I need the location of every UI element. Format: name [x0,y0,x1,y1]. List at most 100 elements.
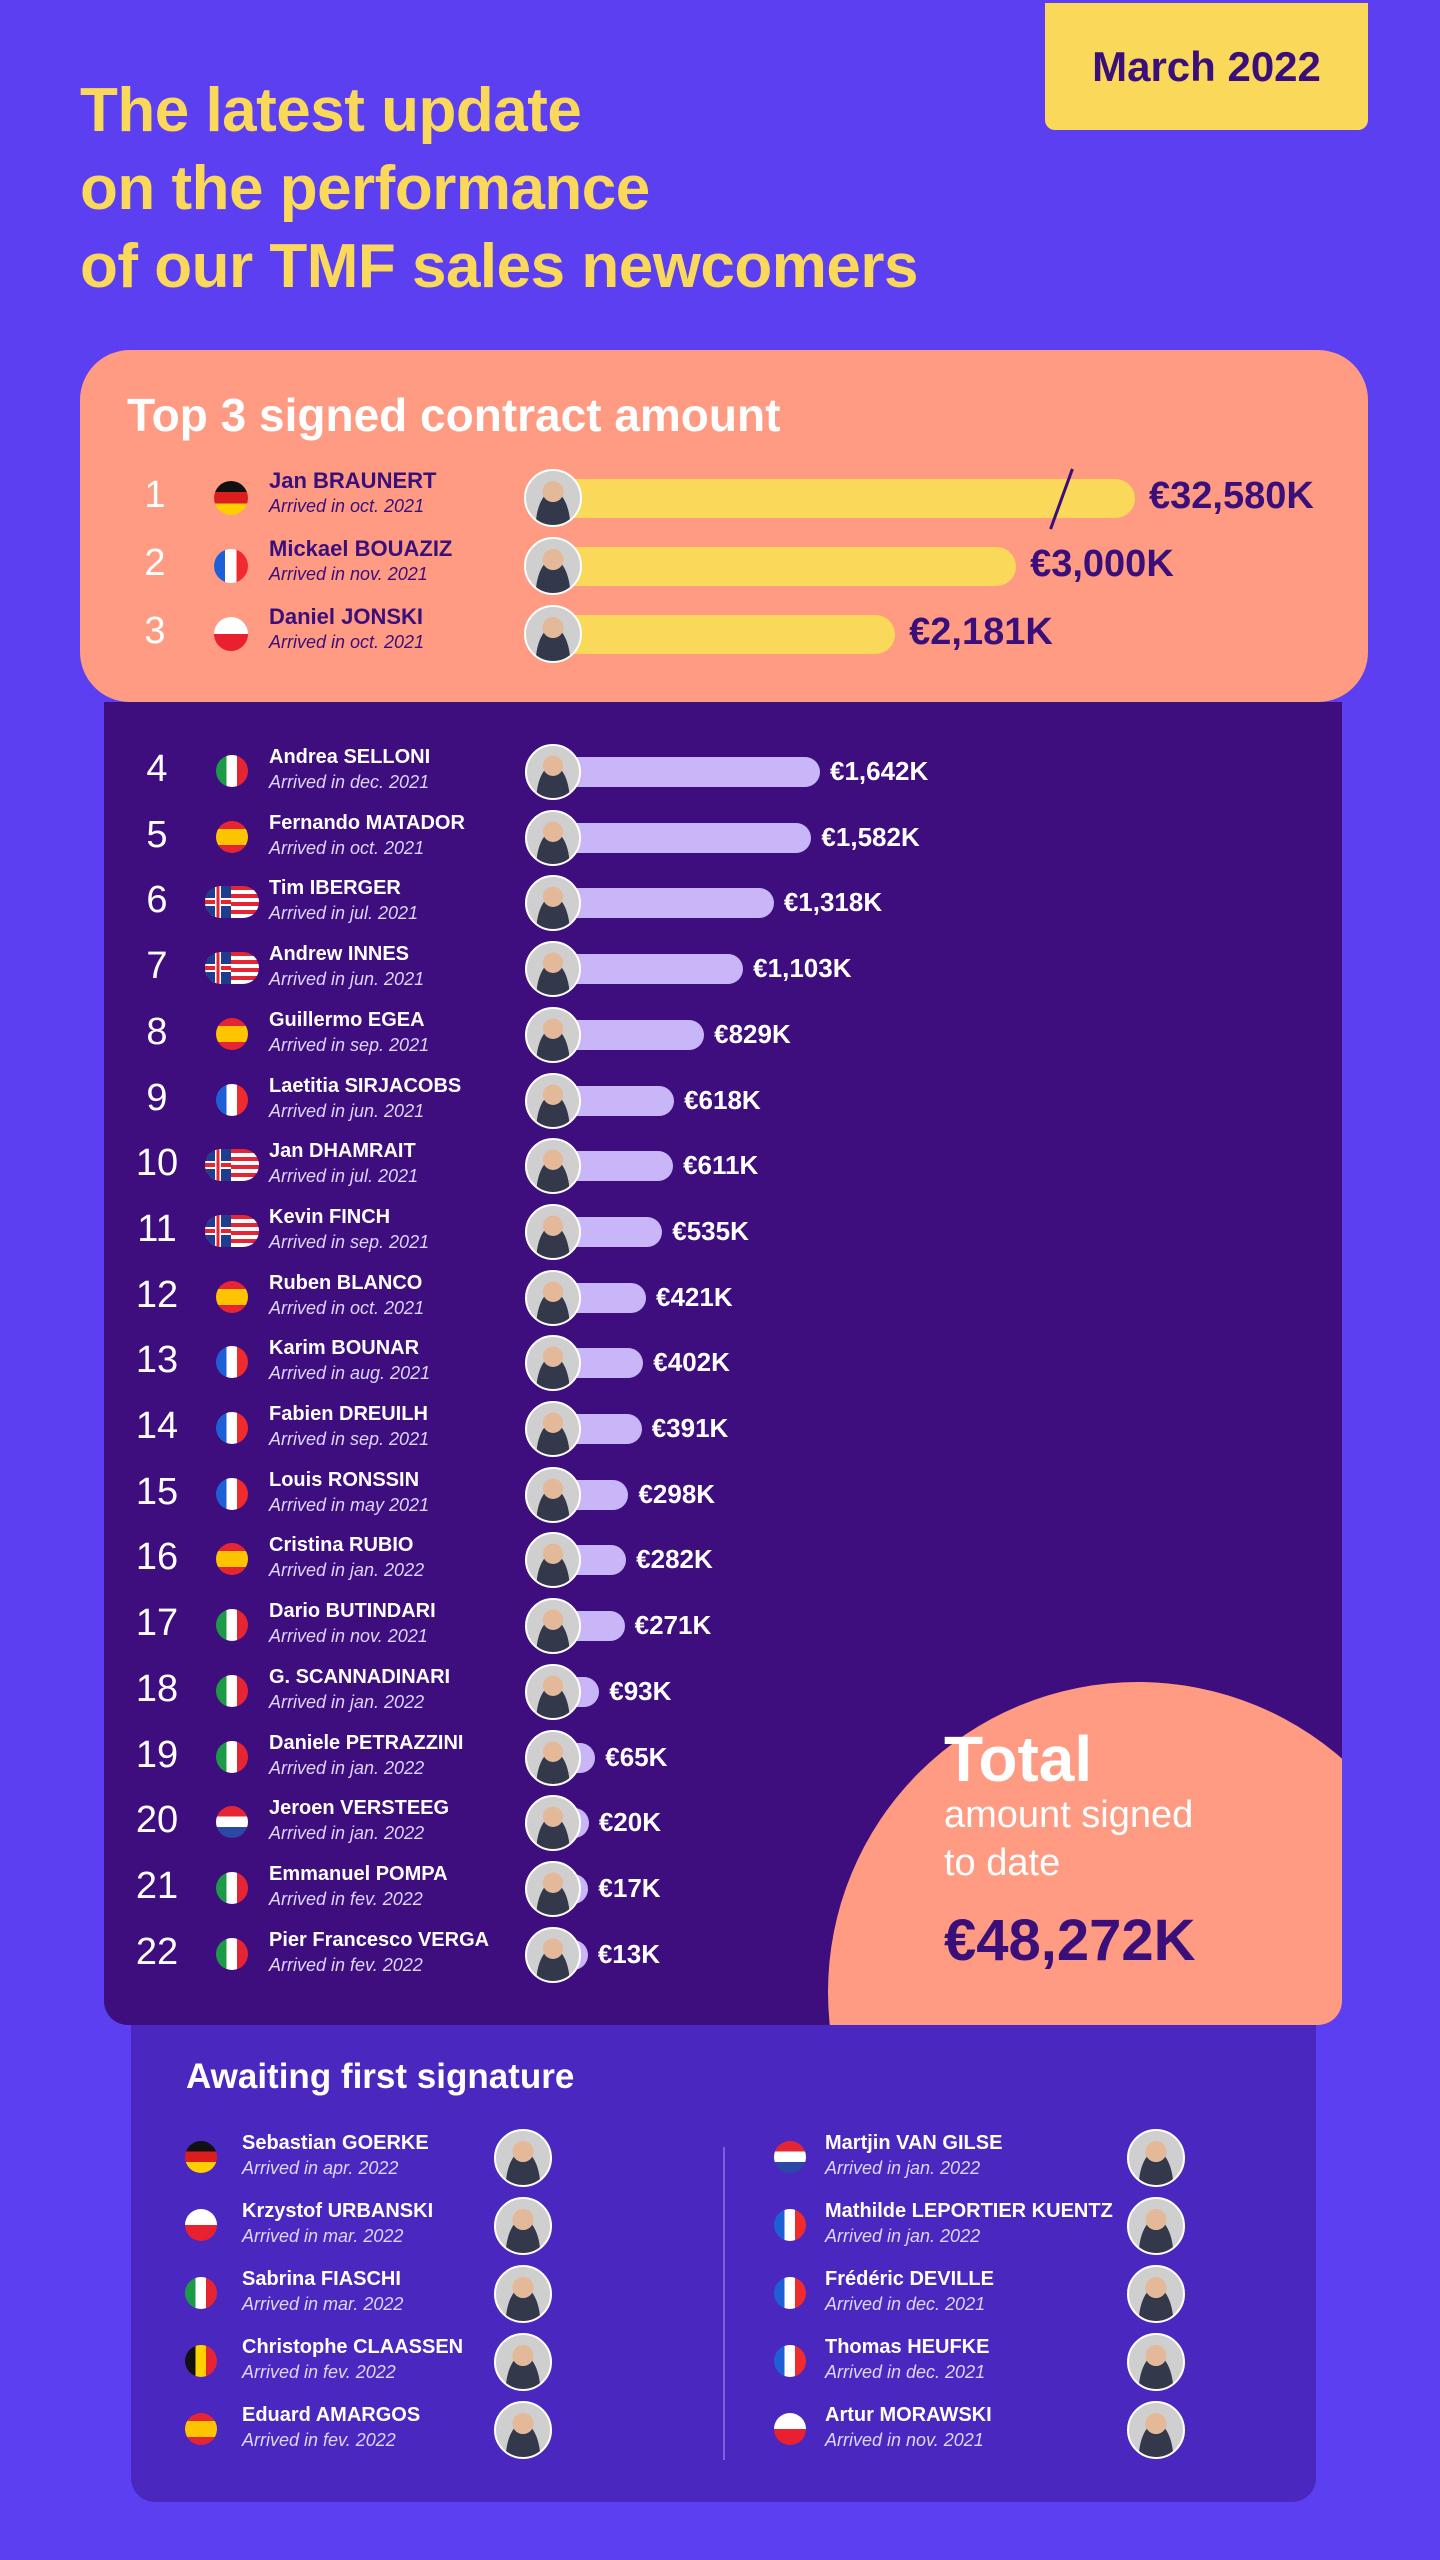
flag-it-icon [216,1674,248,1707]
arrival-date: Arrived in jan. 2022 [825,2158,981,2178]
rank-number: 19 [135,1733,179,1776]
person-name: G. SCANNADINARI [269,1665,451,1688]
rank-number: 15 [135,1470,179,1513]
avatar [525,1532,581,1589]
ranking-row: 20 Jeroen VERSTEEG Arrived in jan. 2022 €20… [104,1793,1342,1853]
person-name: Cristina RUBIO [269,1534,414,1557]
arrival-date: Arrived in mar. 2022 [242,2294,404,2314]
rank-number: 13 [135,1339,179,1382]
ranking-row: 22 Pier Francesco VERGA Arrived in fev. 20… [104,1925,1342,1985]
person-name: Sebastian GOERKE [242,2132,429,2154]
avatar [525,1663,581,1720]
flag-ukus-icon [204,1149,260,1182]
person-name: Frédéric DEVILLE [825,2268,994,2290]
avatar [525,1006,581,1063]
arrival-date: Arrived in oct. 2021 [269,496,425,516]
column-divider [723,2147,725,2460]
flag-ukus-icon [204,952,260,985]
flag-fr-icon [774,2277,806,2309]
avatar [525,1795,581,1852]
person-name: Krzystof URBANSKI [242,2200,434,2222]
avatar [525,1926,581,1983]
avatar [525,809,581,866]
flag-be-icon [185,2345,217,2377]
arrival-date: Arrived in jan. 2022 [269,1757,425,1778]
value-label: €282K [636,1544,713,1575]
person-name: Jan DHAMRAIT [269,1140,416,1163]
awaiting-title: Awaiting first signature [186,2057,575,2096]
flag-es-icon [216,820,248,853]
value-label: €391K [651,1413,729,1443]
value-label: €611K [683,1150,759,1181]
rank-number: 4 [146,748,168,790]
flag-it-icon [216,1740,248,1773]
date-badge: March 2022 [1045,3,1368,130]
person-name: Christophe CLAASSEN [242,2336,464,2358]
avatar [1127,2129,1185,2187]
flag-fr-icon [216,1083,248,1116]
person-name: Martjin VAN GILSE [825,2132,1003,2154]
flag-ukus-icon [204,886,260,919]
ranking-row: 21 Emmanuel POMPA Arrived in fev. 2022 €17K [104,1859,1342,1919]
person-name: Karim BOUNAR [269,1337,420,1360]
ranking-row: 19 Daniele PETRAZZINI Arrived in jan. 2022… [104,1728,1342,1788]
value-bar [553,888,774,919]
ranking-row: 4 Andrea SELLONI Arrived in dec. 2021 €1,64… [104,742,1342,802]
awaiting-row: Artur MORAWSKI Arrived in nov. 2021 [131,2400,1316,2460]
value-label: €829K [714,1018,791,1049]
avatar [525,1138,581,1195]
flag-fr-icon [774,2209,806,2241]
person-name: Laetitia SIRJACOBS [269,1074,462,1097]
page-title: The latest update on the performance of … [80,72,919,306]
value-label: €1,103K [753,953,852,984]
arrival-date: Arrived in sep. 2021 [269,1034,430,1055]
value-label: €3,000K [1030,543,1174,585]
person-name: Daniel JONSKI [269,604,424,629]
rank-number: 8 [146,1010,168,1053]
flag-nl-icon [774,2141,806,2173]
rank-number: 11 [137,1207,177,1250]
ranking-row: 15 Louis RONSSIN Arrived in may 2021 €298K [104,1465,1342,1525]
title-line: of our TMF sales newcomers [80,232,919,301]
value-bar [553,479,1135,518]
person-name: Andrea SELLONI [269,746,431,768]
person-name: Kevin FINCH [269,1205,391,1228]
avatar [525,1598,581,1655]
avatar [1127,2265,1185,2323]
awaiting-row: Frédéric DEVILLE Arrived in dec. 2021 [131,2264,1316,2324]
value-label: €2,181K [909,611,1053,653]
arrival-date: Arrived in sep. 2021 [269,1429,430,1449]
value-label: €20K [598,1807,661,1838]
avatar [525,1072,581,1129]
value-label: €402K [653,1347,730,1378]
rank-number: 22 [135,1930,179,1973]
rank-number: 5 [146,813,168,856]
arrival-date: Arrived in fev. 2022 [269,1954,423,1975]
avatar [494,2265,552,2323]
person-name: Daniele PETRAZZINI [269,1731,464,1754]
rank-number: 3 [144,610,166,652]
arrival-date: Arrived in nov. 2021 [269,564,428,584]
arrival-date: Arrived in jan. 2022 [269,1560,425,1581]
value-bar [553,822,812,853]
arrival-date: Arrived in may 2021 [269,1494,430,1515]
value-label: €17K [598,1872,661,1903]
value-label: €298K [638,1478,716,1509]
value-label: €1,642K [829,756,929,786]
arrival-date: Arrived in mar. 2022 [242,2226,404,2246]
rank-number: 1 [144,474,166,516]
arrival-date: Arrived in jul. 2021 [269,903,419,924]
flag-it-icon [216,1871,248,1904]
arrival-date: Arrived in dec. 2021 [825,2294,986,2314]
arrival-date: Arrived in jan. 2022 [269,1691,425,1712]
rank-number: 2 [144,542,166,584]
value-bar [553,615,896,654]
ranking-row: 12 Ruben BLANCO Arrived in oct. 2021 €421K [104,1268,1342,1328]
value-bar [553,954,744,985]
top3-row: 3 Daniel JONSKI Arrived in oct. 2021 €2,181… [80,604,1368,664]
value-label: €65K [605,1741,668,1772]
rank-number: 20 [135,1799,179,1842]
avatar [524,605,582,663]
rank-number: 17 [135,1602,179,1645]
title-line: on the performance [80,154,650,223]
